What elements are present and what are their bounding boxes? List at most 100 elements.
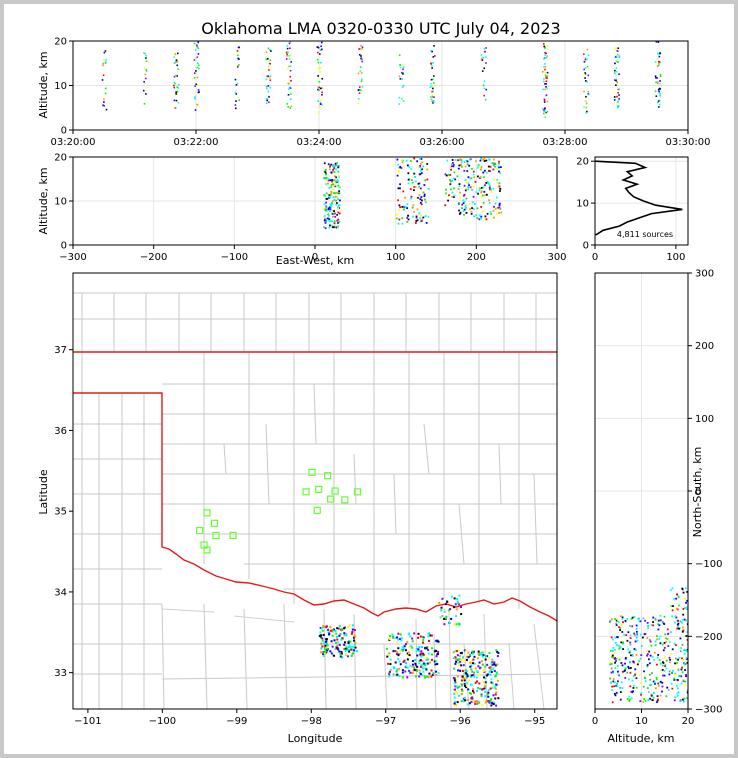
plan-view-point [440, 606, 443, 609]
ew-altitude-point [499, 208, 502, 210]
ew-altitude-point [466, 160, 469, 163]
plan-view-point [456, 675, 459, 678]
altitude-ns-point [664, 665, 666, 668]
altitude-ns-point [669, 589, 672, 592]
time-height-point [401, 71, 403, 74]
altitude-ns-point [671, 687, 674, 690]
plan-view-point [488, 651, 491, 654]
time-height-point [429, 86, 432, 88]
ew-altitude-point [459, 164, 462, 166]
time-height-point [197, 62, 199, 65]
ew-altitude-point [447, 173, 450, 176]
altitude-ns-point [647, 699, 650, 702]
ew-altitude-point [413, 211, 416, 213]
ew-altitude-point [329, 206, 331, 209]
plan-view-point [467, 651, 470, 654]
time-height-point [143, 103, 146, 105]
altitude-ns-point [650, 624, 653, 627]
plan-view-point [345, 653, 348, 656]
ew-altitude-point [450, 165, 453, 168]
plan-view-point [477, 665, 480, 668]
plan-view-point [414, 659, 417, 662]
ew-altitude-point [495, 213, 498, 215]
time-height-point [318, 111, 320, 114]
time-height-point [286, 51, 289, 53]
time-height-point [585, 102, 588, 105]
plan-view-point [466, 698, 469, 701]
altitude-ns-point [633, 661, 635, 664]
plan-view-point [415, 647, 418, 650]
plan-view-point [495, 704, 498, 707]
plan-view-point [336, 641, 339, 644]
time-height-point [319, 103, 322, 106]
plan-view-point [322, 651, 325, 654]
time-height-point [174, 54, 177, 56]
time-height-point [614, 73, 617, 76]
ew-altitude-point [459, 191, 461, 194]
time-height-point [360, 55, 362, 57]
time-height-point [145, 69, 148, 71]
ew-altitude-point [460, 159, 463, 162]
plan-view-point [321, 639, 324, 642]
ew-altitude-point [492, 168, 495, 171]
altitude-ns-point [663, 623, 666, 625]
altitude-ns-point [676, 692, 679, 695]
ew-altitude-point [483, 169, 486, 172]
plan-view-point [475, 703, 478, 706]
altitude-ns-point [637, 618, 640, 621]
altitude-ns-ytick-2: −100 [695, 559, 722, 570]
time-height-point [175, 74, 177, 77]
altitude-ns-point [609, 663, 612, 666]
time-height-point [267, 75, 269, 77]
plan-view-point [459, 652, 462, 655]
altitude-ns-point [661, 643, 664, 646]
ew-altitude-point [324, 194, 327, 197]
ew-altitude-point [329, 224, 331, 227]
plan-view-point [331, 653, 334, 656]
ew-altitude-point [324, 216, 327, 219]
plan-view-point [460, 658, 463, 661]
plan-view-point [429, 634, 432, 637]
time-height-point [268, 101, 270, 104]
plan-view-point [321, 629, 324, 632]
altitude-ns-point [630, 617, 633, 620]
time-height-point [317, 100, 319, 102]
time-height-point [654, 61, 657, 63]
plan-view-point [411, 640, 414, 643]
ew-altitude-point [419, 220, 422, 223]
plan-view-point [454, 690, 457, 693]
time-height-point [195, 83, 198, 86]
altitude-ns-point [659, 614, 662, 617]
ew-altitude-point [399, 183, 402, 186]
altitude-ns-point [620, 615, 622, 618]
time-height-point [288, 83, 290, 85]
plan-view-point [482, 654, 485, 657]
time-height-point [290, 93, 292, 95]
time-height-point [544, 47, 546, 50]
plan-view-point [418, 675, 421, 678]
plan-view-point [480, 653, 483, 656]
plan-view-point [435, 639, 438, 642]
altitude-ns-point [640, 693, 642, 696]
time-height-point [103, 98, 105, 101]
plan-view-point [343, 647, 346, 650]
time-height-point [584, 58, 587, 61]
time-height-point [545, 56, 548, 59]
time-height-point [174, 53, 177, 55]
time-height-point [483, 47, 486, 50]
plan-view-point [324, 650, 327, 653]
altitude-ns-point [681, 657, 683, 660]
ew-altitude-point [332, 215, 334, 218]
altitude-ns-point [629, 654, 632, 657]
time-height-point [358, 92, 361, 94]
altitude-ns-point [683, 618, 686, 621]
plan-view-point [490, 704, 493, 707]
time-height-point [317, 88, 319, 91]
ew-altitude-point [478, 214, 481, 217]
time-height-point [583, 60, 586, 63]
time-height-point [194, 97, 196, 100]
time-height-point [616, 106, 619, 109]
time-height-point [288, 42, 291, 45]
altitude-ns-point [659, 662, 662, 665]
altitude-ns-point [677, 604, 680, 607]
